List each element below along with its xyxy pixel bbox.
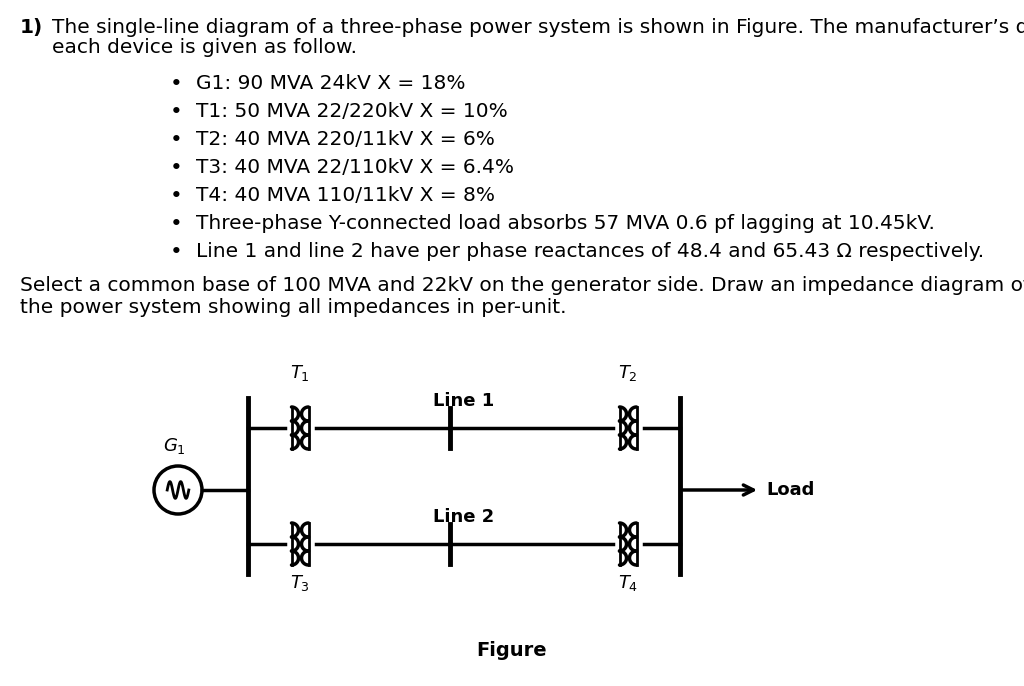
Text: $T_3$: $T_3$ — [290, 573, 310, 593]
Text: Three-phase Y-connected load absorbs 57 MVA 0.6 pf lagging at 10.45kV.: Three-phase Y-connected load absorbs 57 … — [196, 214, 935, 233]
Text: •: • — [170, 242, 182, 262]
Text: $G_1$: $G_1$ — [163, 436, 185, 456]
Text: •: • — [170, 186, 182, 206]
Text: $T_1$: $T_1$ — [290, 363, 310, 383]
Text: The single-line diagram of a three-phase power system is shown in Figure. The ma: The single-line diagram of a three-phase… — [52, 18, 1024, 37]
Text: Figure: Figure — [477, 641, 547, 660]
Text: Line 1: Line 1 — [433, 392, 495, 410]
Text: Line 2: Line 2 — [433, 508, 495, 526]
Text: $T_4$: $T_4$ — [617, 573, 638, 593]
Text: •: • — [170, 130, 182, 150]
Text: •: • — [170, 102, 182, 122]
Text: $T_2$: $T_2$ — [618, 363, 638, 383]
Text: T1: 50 MVA 22/220kV X = 10%: T1: 50 MVA 22/220kV X = 10% — [196, 102, 508, 121]
Text: 1): 1) — [20, 18, 43, 37]
Text: •: • — [170, 74, 182, 94]
Text: T3: 40 MVA 22/110kV X = 6.4%: T3: 40 MVA 22/110kV X = 6.4% — [196, 158, 514, 177]
Text: T2: 40 MVA 220/11kV X = 6%: T2: 40 MVA 220/11kV X = 6% — [196, 130, 495, 149]
Text: •: • — [170, 214, 182, 234]
Text: •: • — [170, 158, 182, 178]
Text: Load: Load — [766, 481, 814, 499]
Text: each device is given as follow.: each device is given as follow. — [52, 38, 357, 57]
Text: Line 1 and line 2 have per phase reactances of 48.4 and 65.43 Ω respectively.: Line 1 and line 2 have per phase reactan… — [196, 242, 984, 261]
Text: T4: 40 MVA 110/11kV X = 8%: T4: 40 MVA 110/11kV X = 8% — [196, 186, 495, 205]
Text: the power system showing all impedances in per-unit.: the power system showing all impedances … — [20, 298, 566, 317]
Text: Select a common base of 100 MVA and 22kV on the generator side. Draw an impedanc: Select a common base of 100 MVA and 22kV… — [20, 276, 1024, 295]
Text: G1: 90 MVA 24kV X = 18%: G1: 90 MVA 24kV X = 18% — [196, 74, 466, 93]
